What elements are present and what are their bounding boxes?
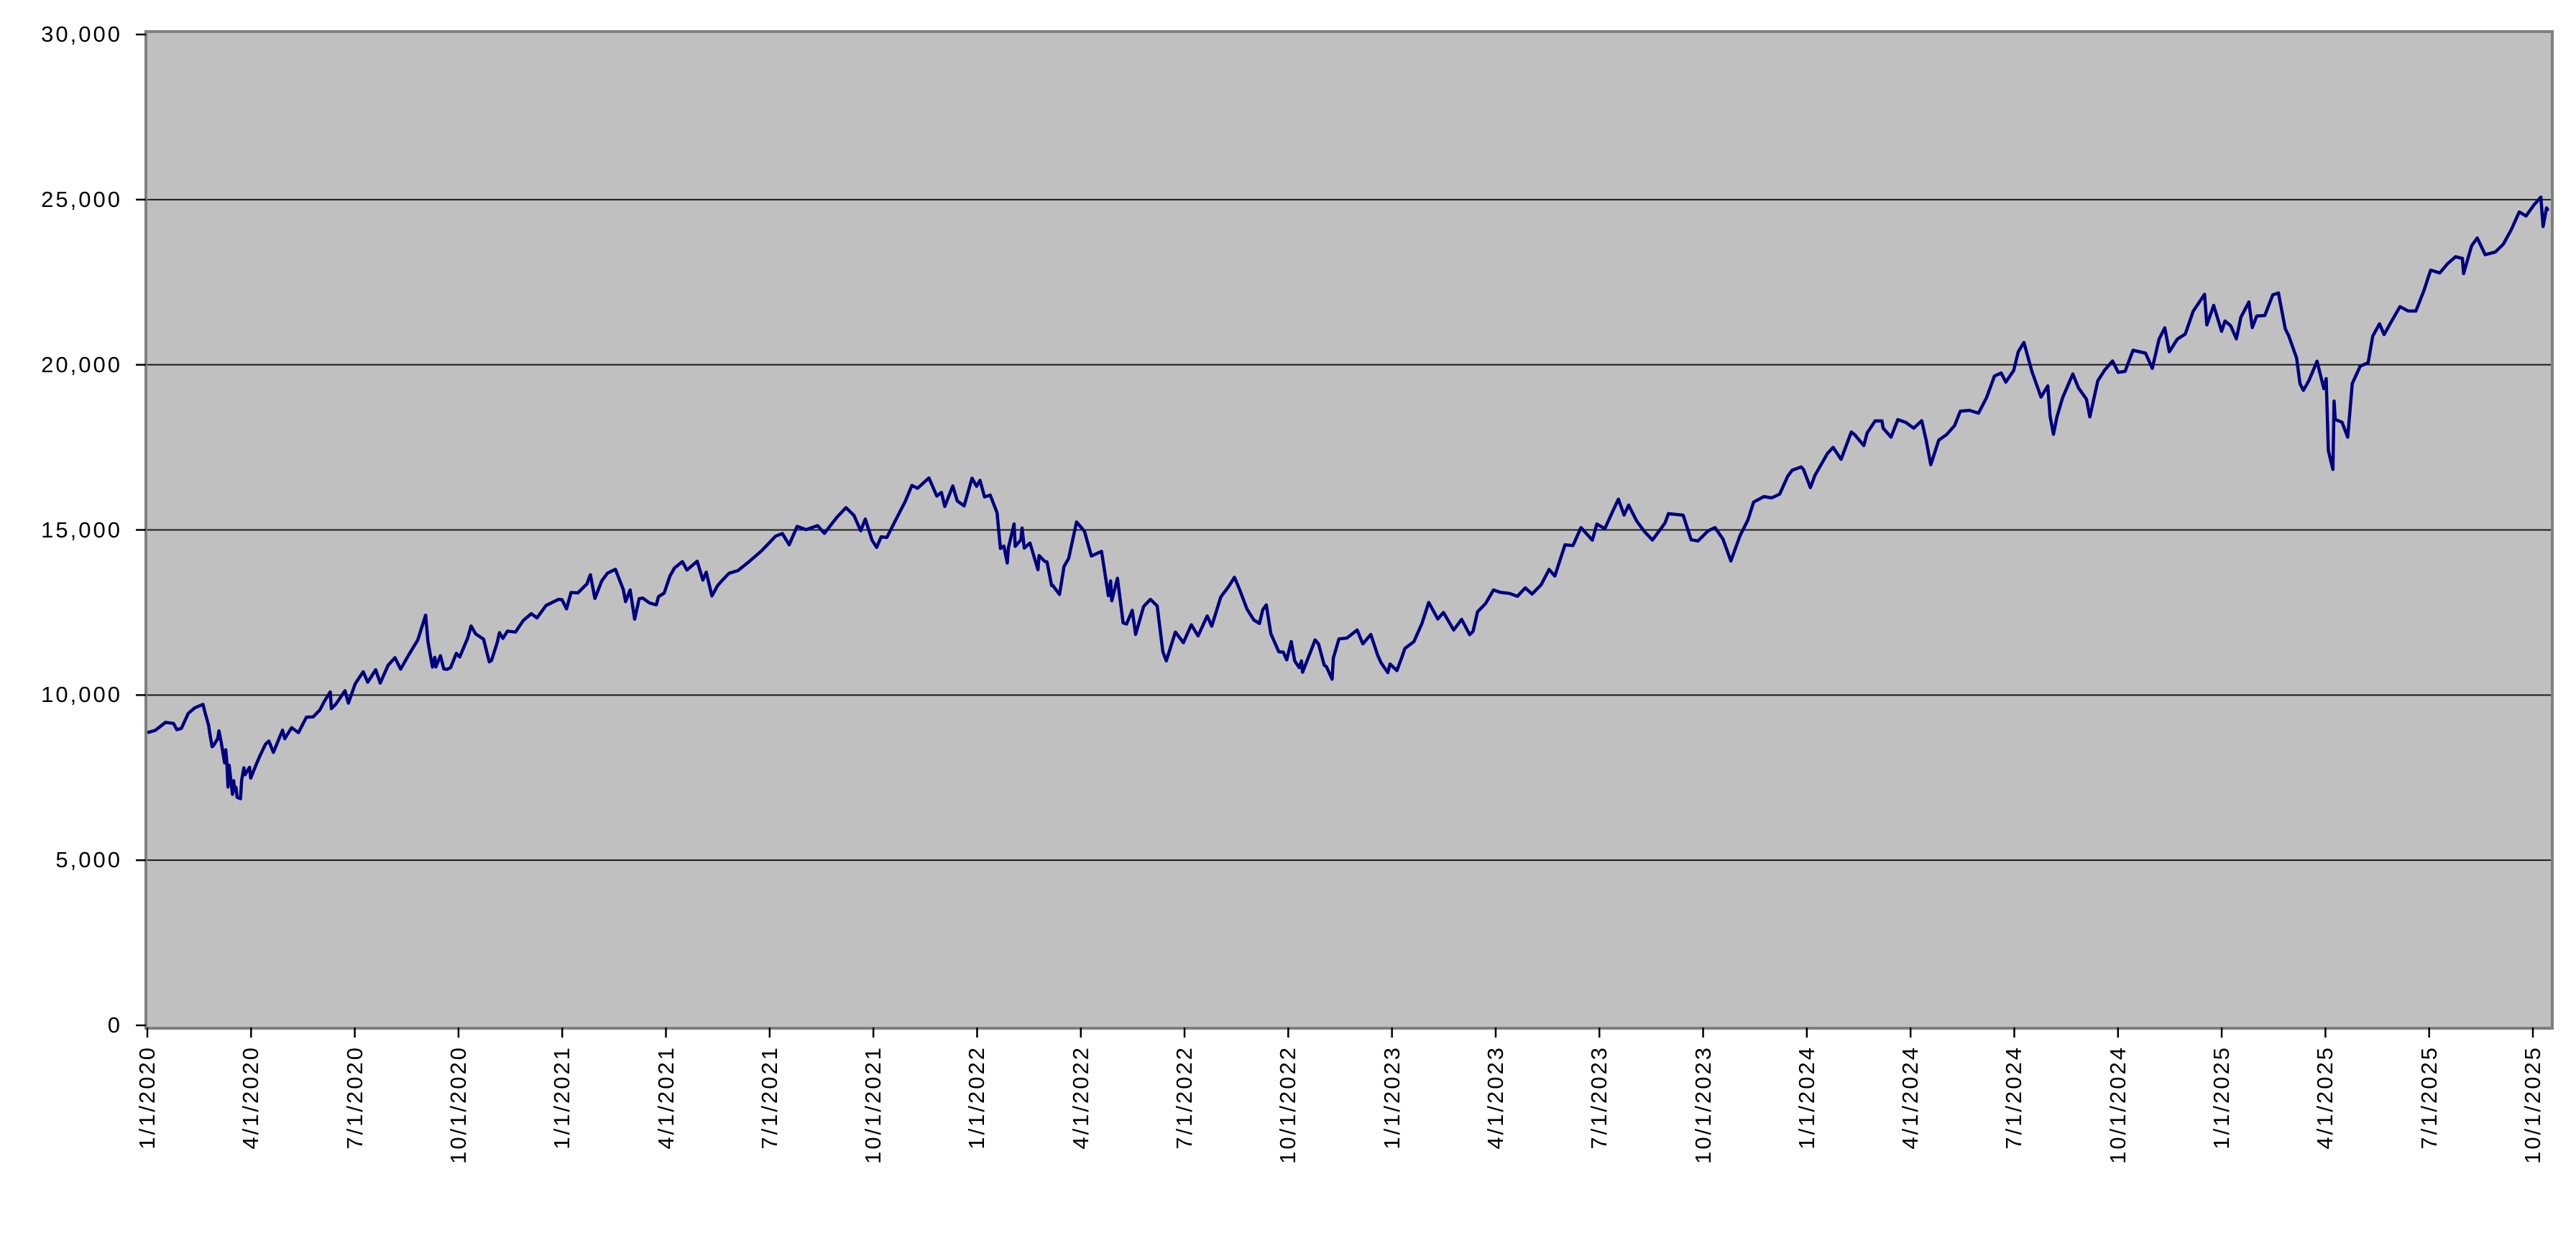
x-axis-label: 4/1/2025: [2312, 1045, 2338, 1150]
x-axis-label: 4/1/2022: [1067, 1045, 1093, 1150]
x-axis-label: 7/1/2024: [2001, 1045, 2027, 1150]
y-axis-label: 15,000: [41, 517, 122, 542]
x-axis-label: 10/1/2020: [445, 1045, 471, 1164]
x-axis-label: 4/1/2023: [1482, 1045, 1508, 1150]
x-axis-label: 1/1/2024: [1793, 1045, 1819, 1150]
y-axis-label: 10,000: [41, 682, 122, 708]
x-axis-label: 10/1/2025: [2520, 1045, 2545, 1164]
y-axis-label: 5,000: [55, 847, 122, 873]
x-axis-label: 10/1/2021: [860, 1045, 886, 1164]
x-axis-label: 1/1/2023: [1379, 1045, 1404, 1150]
y-axis-label: 0: [107, 1012, 122, 1038]
x-axis-label: 1/1/2022: [964, 1045, 990, 1150]
x-axis-label: 7/1/2025: [2416, 1045, 2442, 1150]
price-line: [147, 195, 2549, 800]
x-axis-label: 10/1/2022: [1275, 1045, 1301, 1164]
x-axis-label: 1/1/2025: [2209, 1045, 2235, 1150]
x-axis-label: 1/1/2020: [134, 1045, 160, 1150]
x-axis-label: 4/1/2024: [1898, 1045, 1923, 1150]
x-axis-label: 10/1/2024: [2104, 1045, 2130, 1164]
y-axis-label: 20,000: [41, 351, 122, 377]
x-axis-label: 4/1/2020: [238, 1045, 264, 1150]
x-axis-label: 7/1/2022: [1172, 1045, 1197, 1150]
x-axis-label: 7/1/2020: [341, 1045, 367, 1150]
x-axis-label: 10/1/2023: [1690, 1045, 1716, 1164]
y-axis-label: 25,000: [41, 186, 122, 212]
x-axis-label: 4/1/2021: [653, 1045, 678, 1150]
x-axis-label: 1/1/2021: [549, 1045, 575, 1150]
x-axis-label: 7/1/2021: [756, 1045, 782, 1150]
y-axis-label: 30,000: [41, 22, 122, 47]
x-axis-label: 7/1/2023: [1586, 1045, 1612, 1150]
